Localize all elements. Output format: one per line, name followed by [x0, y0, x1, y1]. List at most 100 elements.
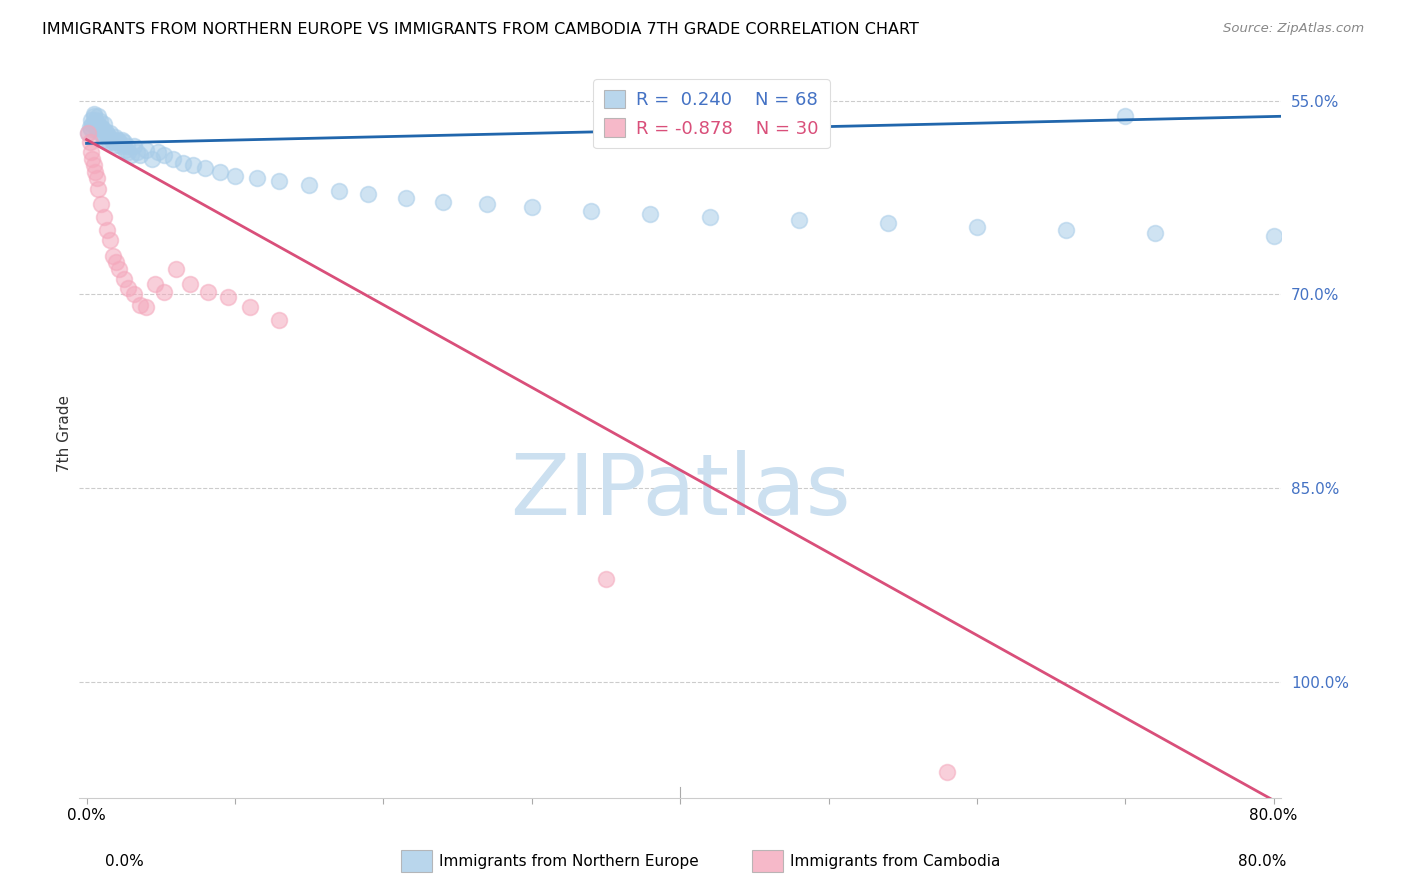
Point — [162, 152, 184, 166]
Point — [787, 212, 810, 227]
Point — [103, 135, 125, 149]
Point — [112, 135, 135, 149]
Point — [94, 125, 117, 139]
Point — [239, 301, 262, 315]
Y-axis label: 7th Grade: 7th Grade — [58, 395, 72, 472]
Point — [640, 207, 662, 221]
Point — [477, 197, 499, 211]
Point — [432, 194, 454, 209]
Point — [110, 139, 132, 153]
Point — [82, 152, 104, 166]
Point — [269, 174, 291, 188]
Point — [84, 113, 107, 128]
Point — [394, 191, 416, 205]
Text: Immigrants from Northern Europe: Immigrants from Northern Europe — [439, 855, 699, 869]
Point — [97, 130, 120, 145]
Point — [80, 122, 103, 136]
Point — [83, 109, 105, 123]
Text: 0.0%: 0.0% — [105, 855, 145, 869]
Point — [79, 135, 101, 149]
Point — [876, 217, 898, 231]
Point — [103, 249, 125, 263]
Point — [117, 145, 139, 160]
Point — [183, 158, 205, 172]
Point — [107, 132, 129, 146]
Text: Immigrants from Cambodia: Immigrants from Cambodia — [790, 855, 1001, 869]
Point — [114, 143, 136, 157]
Point — [97, 135, 120, 149]
Point — [80, 145, 103, 160]
Point — [84, 165, 107, 179]
Point — [152, 285, 174, 299]
Point — [141, 152, 163, 166]
Point — [93, 132, 115, 146]
Point — [93, 117, 115, 131]
Point — [936, 765, 959, 780]
Point — [1054, 223, 1077, 237]
Point — [135, 301, 157, 315]
Point — [105, 137, 128, 152]
Point — [80, 113, 103, 128]
Text: 80.0%: 80.0% — [1239, 855, 1286, 869]
Point — [86, 120, 108, 135]
Point — [105, 255, 128, 269]
Point — [579, 203, 602, 218]
Point — [129, 298, 152, 312]
Point — [108, 261, 131, 276]
Point — [90, 197, 112, 211]
Point — [79, 120, 101, 134]
Legend: R =  0.240    N = 68, R = -0.878    N = 30: R = 0.240 N = 68, R = -0.878 N = 30 — [593, 79, 830, 148]
Point — [86, 116, 108, 130]
Text: Source: ZipAtlas.com: Source: ZipAtlas.com — [1223, 22, 1364, 36]
Point — [966, 220, 988, 235]
Point — [269, 313, 291, 327]
Point — [98, 126, 121, 140]
Text: ZIPatlas: ZIPatlas — [510, 450, 851, 533]
Point — [87, 109, 110, 123]
Point — [1143, 226, 1166, 240]
Point — [100, 132, 122, 146]
Point — [115, 139, 138, 153]
Point — [209, 165, 232, 179]
Point — [86, 171, 108, 186]
Point — [89, 114, 111, 128]
Point — [135, 143, 157, 157]
Point — [83, 106, 105, 120]
Point — [77, 126, 100, 140]
Point — [90, 120, 112, 134]
Point — [224, 169, 246, 183]
Point — [117, 281, 139, 295]
Point — [87, 125, 110, 139]
Point — [217, 290, 239, 304]
Point — [96, 128, 118, 142]
Point — [77, 126, 100, 140]
Point — [328, 184, 350, 198]
Point — [83, 158, 105, 172]
Point — [520, 200, 543, 214]
Text: IMMIGRANTS FROM NORTHERN EUROPE VS IMMIGRANTS FROM CAMBODIA 7TH GRADE CORRELATIO: IMMIGRANTS FROM NORTHERN EUROPE VS IMMIG… — [42, 22, 920, 37]
Point — [125, 145, 148, 160]
Point — [112, 272, 135, 286]
Point — [595, 572, 617, 586]
Point — [82, 117, 104, 131]
Point — [165, 261, 187, 276]
Point — [98, 233, 121, 247]
Point — [146, 145, 169, 160]
Point — [122, 287, 145, 301]
Point — [111, 132, 134, 146]
Point — [91, 122, 114, 136]
Point — [298, 178, 321, 192]
Point — [96, 223, 118, 237]
Point — [699, 210, 721, 224]
Point — [172, 155, 194, 169]
Point — [357, 186, 380, 201]
Point — [104, 130, 127, 145]
Point — [152, 148, 174, 162]
Point — [120, 148, 142, 162]
Point — [194, 161, 217, 175]
Point — [129, 148, 152, 162]
Point — [122, 139, 145, 153]
Point — [179, 277, 201, 292]
Point — [1263, 229, 1285, 244]
Point — [143, 277, 166, 292]
